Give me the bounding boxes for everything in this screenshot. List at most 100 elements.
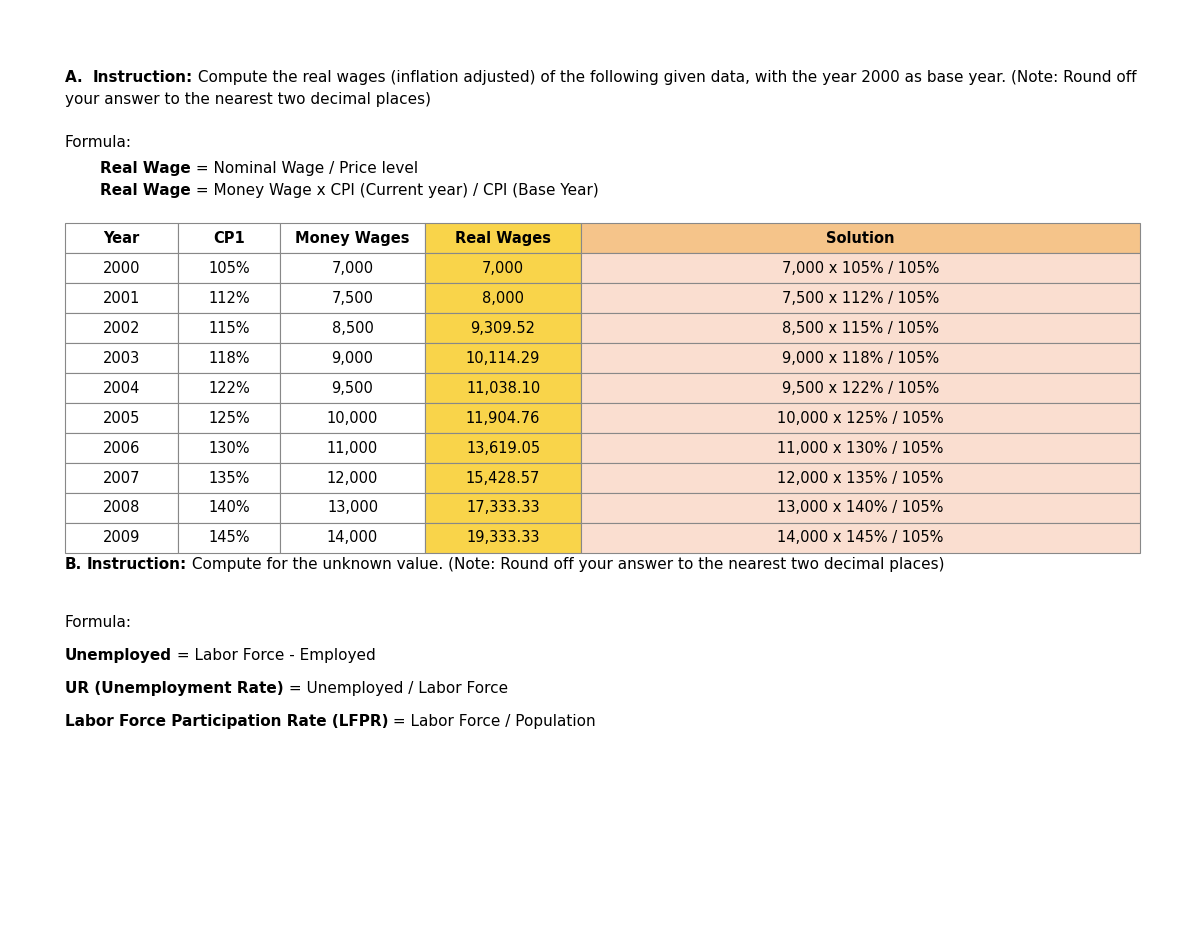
Text: 2004: 2004 bbox=[103, 380, 140, 396]
Text: 8,000: 8,000 bbox=[482, 290, 524, 306]
Text: Money Wages: Money Wages bbox=[295, 231, 410, 246]
Text: Real Wages: Real Wages bbox=[455, 231, 551, 246]
Text: 11,000 x 130% / 105%: 11,000 x 130% / 105% bbox=[778, 440, 943, 455]
Text: 2008: 2008 bbox=[103, 501, 140, 515]
Bar bbox=[425, 313, 581, 343]
Bar bbox=[581, 313, 1140, 343]
Text: 15,428.57: 15,428.57 bbox=[466, 471, 540, 486]
Text: Unemployed: Unemployed bbox=[65, 648, 172, 663]
Bar bbox=[280, 493, 425, 523]
Text: 135%: 135% bbox=[209, 471, 250, 486]
Bar bbox=[178, 343, 280, 373]
Bar bbox=[65, 493, 178, 523]
Text: Solution: Solution bbox=[827, 231, 895, 246]
Bar bbox=[581, 463, 1140, 493]
Text: 2000: 2000 bbox=[103, 260, 140, 275]
Text: 10,000 x 125% / 105%: 10,000 x 125% / 105% bbox=[778, 411, 944, 425]
Bar bbox=[65, 253, 178, 283]
Text: = Money Wage x CPI (Current year) / CPI (Base Year): = Money Wage x CPI (Current year) / CPI … bbox=[191, 183, 599, 198]
Bar bbox=[65, 433, 178, 463]
Text: 7,500 x 112% / 105%: 7,500 x 112% / 105% bbox=[782, 290, 940, 306]
Text: your answer to the nearest two decimal places): your answer to the nearest two decimal p… bbox=[65, 92, 431, 107]
Text: 19,333.33: 19,333.33 bbox=[467, 530, 540, 545]
Text: 2007: 2007 bbox=[103, 471, 140, 486]
Bar bbox=[178, 463, 280, 493]
Text: 9,000: 9,000 bbox=[331, 350, 373, 365]
Text: 2002: 2002 bbox=[103, 321, 140, 336]
Text: A.: A. bbox=[65, 70, 94, 85]
Text: 9,309.52: 9,309.52 bbox=[470, 321, 535, 336]
Text: 11,000: 11,000 bbox=[326, 440, 378, 455]
Bar bbox=[178, 433, 280, 463]
Bar bbox=[178, 493, 280, 523]
Text: = Nominal Wage / Price level: = Nominal Wage / Price level bbox=[191, 161, 418, 176]
Text: 11,038.10: 11,038.10 bbox=[466, 380, 540, 396]
Bar bbox=[280, 253, 425, 283]
Bar bbox=[425, 493, 581, 523]
Bar bbox=[425, 463, 581, 493]
Bar bbox=[65, 343, 178, 373]
Bar bbox=[581, 223, 1140, 253]
Text: 17,333.33: 17,333.33 bbox=[467, 501, 540, 515]
Text: Formula:: Formula: bbox=[65, 615, 132, 630]
Text: UR (Unemployment Rate): UR (Unemployment Rate) bbox=[65, 681, 283, 696]
Text: = Labor Force - Employed: = Labor Force - Employed bbox=[172, 648, 376, 663]
Text: Real Wage: Real Wage bbox=[100, 183, 191, 198]
Text: 9,500: 9,500 bbox=[331, 380, 373, 396]
Bar bbox=[425, 433, 581, 463]
Text: = Unemployed / Labor Force: = Unemployed / Labor Force bbox=[283, 681, 508, 696]
Bar bbox=[178, 403, 280, 433]
Bar bbox=[280, 283, 425, 313]
Bar bbox=[65, 283, 178, 313]
Text: 105%: 105% bbox=[208, 260, 250, 275]
Text: 13,619.05: 13,619.05 bbox=[466, 440, 540, 455]
Text: 140%: 140% bbox=[208, 501, 250, 515]
Text: 115%: 115% bbox=[208, 321, 250, 336]
Text: 9,000 x 118% / 105%: 9,000 x 118% / 105% bbox=[782, 350, 940, 365]
Bar bbox=[280, 523, 425, 553]
Text: 2005: 2005 bbox=[103, 411, 140, 425]
Bar bbox=[581, 493, 1140, 523]
Text: 9,500 x 122% / 105%: 9,500 x 122% / 105% bbox=[782, 380, 940, 396]
Text: 14,000: 14,000 bbox=[326, 530, 378, 545]
Text: 11,904.76: 11,904.76 bbox=[466, 411, 540, 425]
Text: 7,000: 7,000 bbox=[482, 260, 524, 275]
Text: Compute the real wages (inflation adjusted) of the following given data, with th: Compute the real wages (inflation adjust… bbox=[193, 70, 1136, 85]
Text: 145%: 145% bbox=[208, 530, 250, 545]
Text: 2006: 2006 bbox=[103, 440, 140, 455]
Text: 14,000 x 145% / 105%: 14,000 x 145% / 105% bbox=[778, 530, 943, 545]
Bar bbox=[178, 223, 280, 253]
Text: Labor Force Participation Rate (LFPR): Labor Force Participation Rate (LFPR) bbox=[65, 714, 389, 729]
Text: CP1: CP1 bbox=[214, 231, 245, 246]
Bar bbox=[581, 433, 1140, 463]
Bar bbox=[178, 313, 280, 343]
Bar bbox=[65, 373, 178, 403]
Text: 8,500 x 115% / 105%: 8,500 x 115% / 105% bbox=[782, 321, 940, 336]
Text: 125%: 125% bbox=[208, 411, 250, 425]
Bar bbox=[65, 223, 178, 253]
Text: 12,000 x 135% / 105%: 12,000 x 135% / 105% bbox=[778, 471, 943, 486]
Bar bbox=[425, 373, 581, 403]
Bar bbox=[280, 433, 425, 463]
Text: 122%: 122% bbox=[208, 380, 250, 396]
Bar bbox=[425, 253, 581, 283]
Bar bbox=[581, 343, 1140, 373]
Text: 2003: 2003 bbox=[103, 350, 140, 365]
Bar bbox=[425, 343, 581, 373]
Bar bbox=[280, 313, 425, 343]
Text: 13,000: 13,000 bbox=[326, 501, 378, 515]
Text: Compute for the unknown value. (Note: Round off your answer to the nearest two d: Compute for the unknown value. (Note: Ro… bbox=[187, 557, 944, 572]
Bar bbox=[425, 223, 581, 253]
Text: 10,114.29: 10,114.29 bbox=[466, 350, 540, 365]
Bar bbox=[178, 373, 280, 403]
Bar bbox=[65, 523, 178, 553]
Text: 13,000 x 140% / 105%: 13,000 x 140% / 105% bbox=[778, 501, 943, 515]
Text: 7,500: 7,500 bbox=[331, 290, 373, 306]
Text: Year: Year bbox=[103, 231, 139, 246]
Text: = Labor Force / Population: = Labor Force / Population bbox=[389, 714, 596, 729]
Text: 8,500: 8,500 bbox=[331, 321, 373, 336]
Bar bbox=[425, 283, 581, 313]
Text: 2009: 2009 bbox=[103, 530, 140, 545]
Bar bbox=[65, 403, 178, 433]
Bar bbox=[581, 403, 1140, 433]
